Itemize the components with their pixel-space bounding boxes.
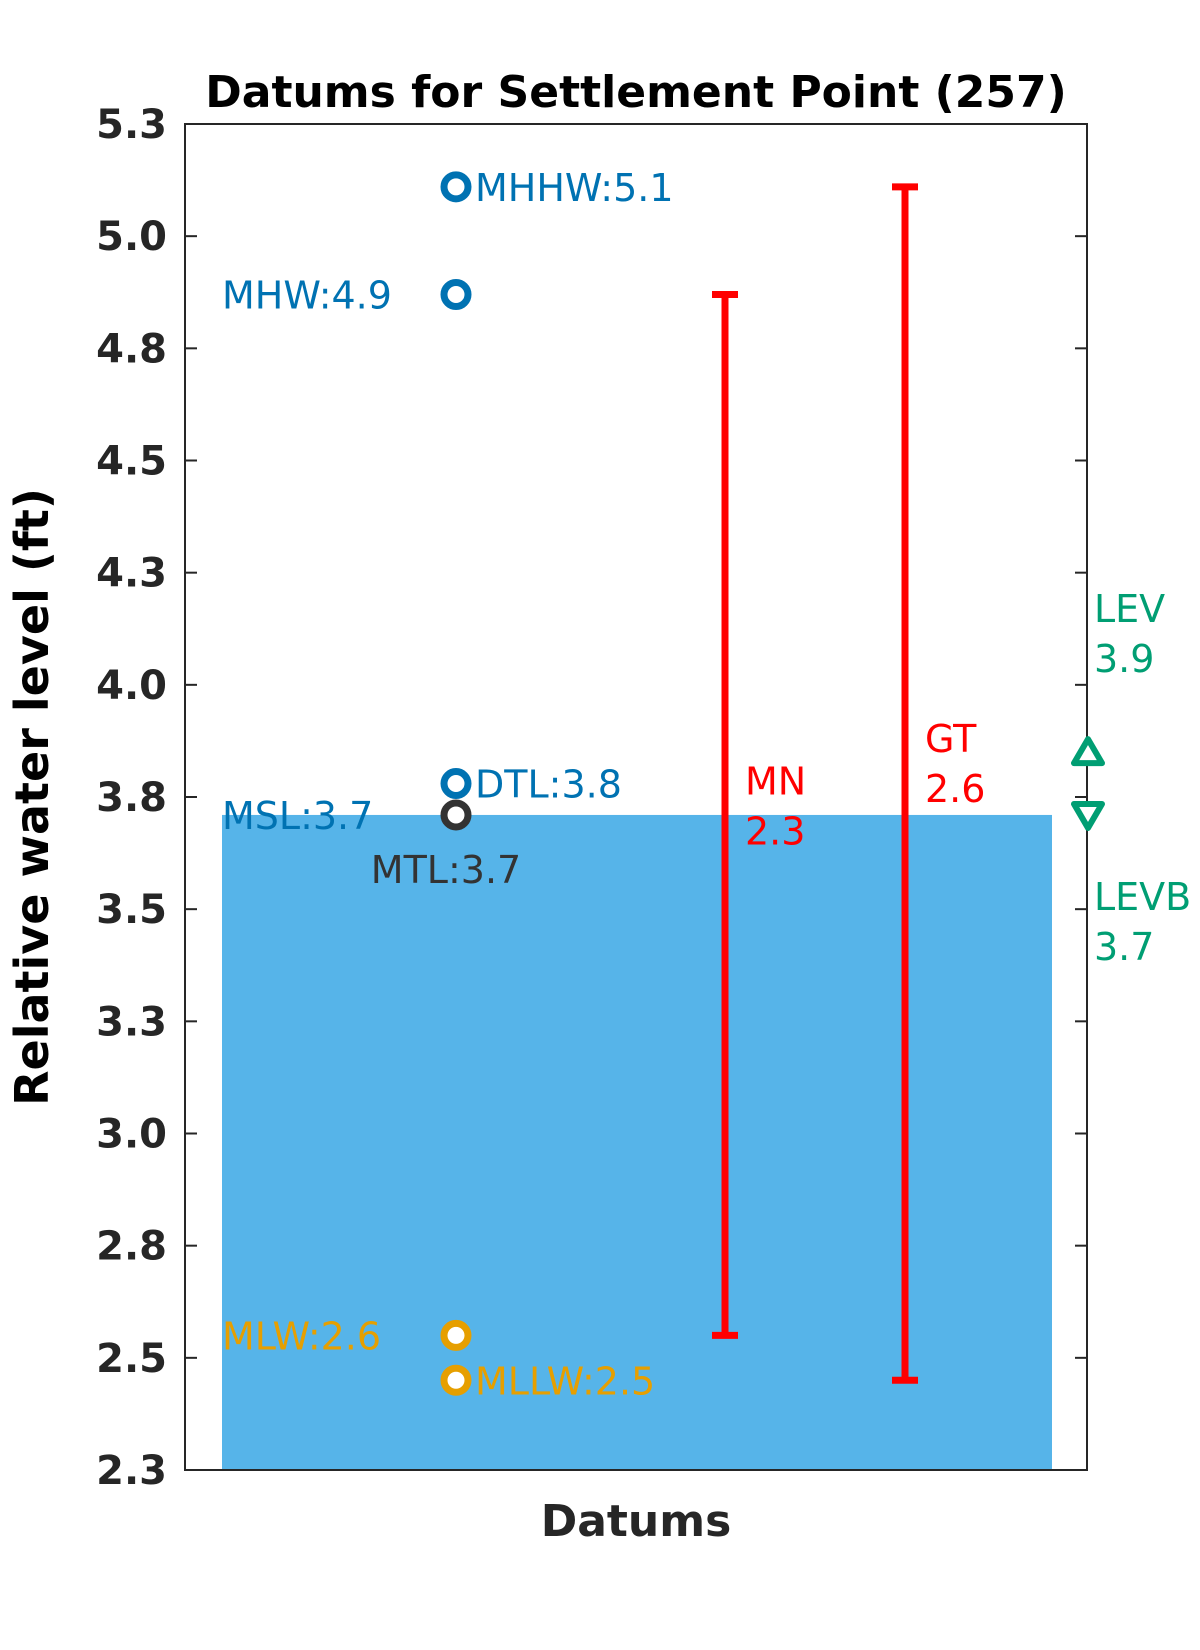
y-axis-label: Relative water level (ft) bbox=[5, 488, 59, 1106]
datum-label-dtl: DTL:3.8 bbox=[475, 763, 622, 807]
extreme-marker-lev bbox=[1071, 736, 1105, 767]
msl-water-fill bbox=[222, 814, 1052, 1470]
msl-fill-layer bbox=[222, 814, 1052, 1470]
range-label-value: 2.3 bbox=[745, 809, 805, 853]
datum-marker bbox=[440, 768, 472, 800]
y-axis-ticks: 5.3 5.0 4.8 4.5 4.3 4.0 3.8 3.5 3.3 3.0 2.8 2.5 2.3 bbox=[96, 102, 1087, 1494]
datum-label-mhw: MHW:4.9 bbox=[222, 273, 392, 317]
x-axis-label: Datums bbox=[541, 1496, 732, 1547]
y-tick-label: 4.8 bbox=[96, 326, 167, 372]
datum-label-msl: MSL:3.7 bbox=[222, 794, 373, 838]
extreme-label-name: LEV bbox=[1094, 587, 1165, 631]
datum-marker bbox=[440, 278, 472, 310]
extreme-label-value: 3.9 bbox=[1094, 637, 1154, 681]
y-tick-label: 3.3 bbox=[96, 999, 167, 1045]
datum-label-mlw: MLW:2.6 bbox=[222, 1314, 381, 1358]
y-tick-label: 5.0 bbox=[96, 214, 167, 260]
datum-marker bbox=[440, 171, 472, 203]
range-label-name: GT bbox=[925, 717, 977, 761]
y-tick-label: 3.8 bbox=[96, 775, 167, 821]
y-tick-label: 5.3 bbox=[96, 102, 167, 148]
datum-markers bbox=[440, 171, 1105, 1396]
y-tick-label: 2.5 bbox=[96, 1336, 167, 1382]
extreme-marker-levb bbox=[1071, 800, 1105, 831]
extreme-label-value: 3.7 bbox=[1094, 925, 1154, 969]
datum-label-mllw: MLLW:2.5 bbox=[475, 1359, 655, 1403]
y-tick-label: 2.3 bbox=[96, 1448, 167, 1494]
y-tick-label: 4.3 bbox=[96, 551, 167, 597]
datum-marker bbox=[440, 1364, 472, 1396]
range-label-name: MN bbox=[745, 759, 806, 803]
extreme-label-name: LEVB bbox=[1094, 875, 1191, 919]
y-tick-label: 3.5 bbox=[96, 887, 167, 933]
datum-marker bbox=[440, 1319, 472, 1351]
chart-title: Datums for Settlement Point (257) bbox=[205, 67, 1067, 118]
range-bars bbox=[712, 183, 918, 1384]
y-tick-label: 4.0 bbox=[96, 663, 167, 709]
y-tick-label: 2.8 bbox=[96, 1224, 167, 1270]
datum-label-mtl: MTL:3.7 bbox=[371, 848, 521, 892]
datum-labels: MN 2.3 GT 2.6 MHHW:5.1 MHW:4.9 DTL:3.8 MSL:3.7 M… bbox=[222, 166, 1191, 1403]
datum-marker bbox=[440, 799, 472, 831]
y-tick-label: 3.0 bbox=[96, 1112, 167, 1158]
y-tick-label: 4.5 bbox=[96, 439, 167, 485]
range-label-value: 2.6 bbox=[925, 767, 985, 811]
datum-label-mhhw: MHHW:5.1 bbox=[475, 166, 674, 210]
